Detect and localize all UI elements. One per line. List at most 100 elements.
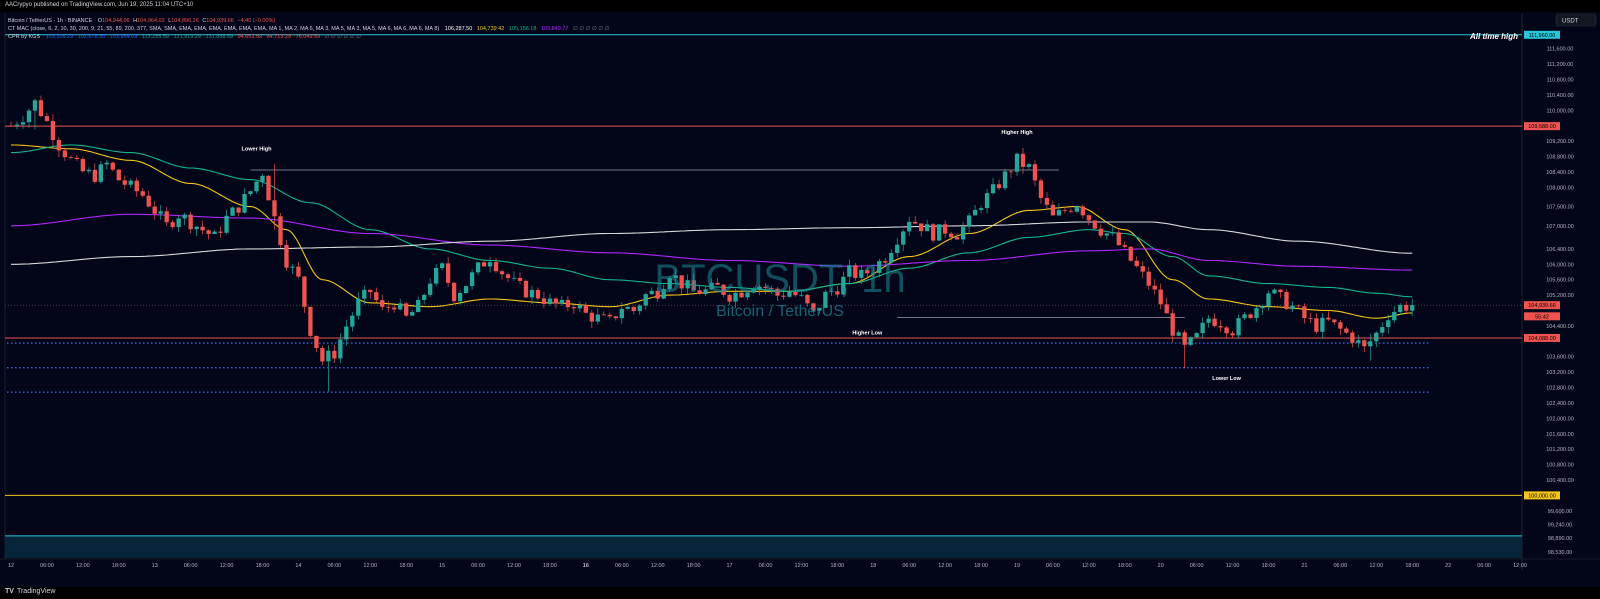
- candle-body[interactable]: [254, 181, 259, 192]
- candle-body[interactable]: [1032, 164, 1038, 181]
- candle-body[interactable]: [1080, 206, 1086, 216]
- candle-body[interactable]: [907, 221, 912, 232]
- candle-body[interactable]: [134, 180, 139, 192]
- candle[interactable]: [86, 167, 92, 174]
- candle[interactable]: [493, 258, 499, 274]
- candle[interactable]: [667, 275, 672, 292]
- candle[interactable]: [889, 249, 894, 265]
- candle-body[interactable]: [1356, 340, 1361, 343]
- candle[interactable]: [164, 206, 169, 227]
- candle[interactable]: [757, 284, 762, 295]
- candle[interactable]: [709, 278, 714, 291]
- candle-body[interactable]: [775, 288, 780, 296]
- candle-body[interactable]: [457, 293, 463, 302]
- candle-body[interactable]: [110, 162, 115, 170]
- candle[interactable]: [236, 207, 241, 217]
- candle-body[interactable]: [290, 266, 295, 268]
- candle-body[interactable]: [140, 191, 145, 196]
- price-label[interactable]: 104,939.66: [1524, 301, 1560, 310]
- candle[interactable]: [637, 303, 642, 315]
- candle[interactable]: [56, 136, 62, 158]
- candle[interactable]: [1362, 339, 1367, 353]
- candle[interactable]: [44, 112, 50, 123]
- candle[interactable]: [422, 293, 427, 305]
- candle[interactable]: [595, 308, 600, 325]
- candle[interactable]: [1026, 162, 1032, 170]
- candle-body[interactable]: [475, 262, 481, 273]
- candle[interactable]: [1218, 320, 1223, 333]
- candle-body[interactable]: [960, 226, 966, 240]
- candle-body[interactable]: [631, 306, 636, 312]
- candle-body[interactable]: [332, 350, 337, 359]
- candle-body[interactable]: [38, 100, 44, 117]
- candle[interactable]: [308, 306, 313, 338]
- candle[interactable]: [966, 213, 972, 233]
- candle[interactable]: [787, 285, 792, 298]
- candle[interactable]: [1098, 224, 1103, 238]
- candle[interactable]: [925, 219, 930, 232]
- candle[interactable]: [469, 269, 475, 290]
- candle-body[interactable]: [721, 284, 726, 296]
- candle-body[interactable]: [595, 314, 600, 322]
- candle-body[interactable]: [284, 245, 289, 268]
- candle-body[interactable]: [1254, 308, 1259, 318]
- candle[interactable]: [152, 201, 157, 220]
- price-label[interactable]: 100,000.00: [1524, 491, 1560, 500]
- candle[interactable]: [1128, 246, 1133, 262]
- candle[interactable]: [553, 297, 559, 309]
- candle[interactable]: [122, 175, 127, 190]
- candle-body[interactable]: [398, 303, 403, 310]
- candle-body[interactable]: [326, 350, 331, 362]
- candle-body[interactable]: [463, 286, 469, 294]
- candle-body[interactable]: [1410, 305, 1415, 311]
- candle-body[interactable]: [380, 300, 385, 307]
- candle[interactable]: [1272, 288, 1277, 295]
- candle-body[interactable]: [1068, 210, 1074, 212]
- candle[interactable]: [1320, 313, 1325, 339]
- candle-body[interactable]: [667, 278, 672, 289]
- candle-body[interactable]: [416, 299, 421, 313]
- candle[interactable]: [1188, 336, 1193, 347]
- candle[interactable]: [913, 216, 918, 225]
- candle[interactable]: [374, 287, 379, 303]
- candle[interactable]: [206, 229, 211, 240]
- candle[interactable]: [487, 257, 493, 273]
- candle[interactable]: [847, 259, 852, 284]
- candle[interactable]: [649, 287, 654, 295]
- candle[interactable]: [194, 226, 199, 237]
- candle[interactable]: [1032, 160, 1038, 187]
- candle[interactable]: [679, 275, 684, 295]
- candle-body[interactable]: [32, 100, 38, 111]
- candle-body[interactable]: [1404, 304, 1409, 311]
- candle[interactable]: [1122, 241, 1127, 249]
- candle[interactable]: [398, 298, 403, 311]
- candle-body[interactable]: [278, 216, 283, 246]
- candle-body[interactable]: [1320, 317, 1325, 332]
- candle[interactable]: [745, 291, 750, 300]
- candle[interactable]: [80, 156, 86, 173]
- candle[interactable]: [871, 267, 876, 278]
- candle[interactable]: [451, 281, 457, 305]
- candle-body[interactable]: [1392, 311, 1397, 321]
- candle[interactable]: [1314, 313, 1319, 334]
- candle[interactable]: [1302, 303, 1307, 324]
- candle[interactable]: [721, 283, 726, 298]
- candle[interactable]: [901, 229, 906, 252]
- candle[interactable]: [739, 290, 744, 298]
- candle-body[interactable]: [194, 226, 199, 230]
- candle[interactable]: [1344, 326, 1349, 334]
- candle-body[interactable]: [547, 298, 553, 304]
- candle[interactable]: [1158, 283, 1163, 310]
- candle[interactable]: [577, 301, 583, 312]
- tradingview-logo[interactable]: TV TradingView: [5, 588, 55, 595]
- candle-body[interactable]: [511, 277, 517, 279]
- price-label[interactable]: 111,960.00: [1524, 30, 1560, 39]
- candle[interactable]: [571, 304, 577, 315]
- candle[interactable]: [625, 303, 630, 310]
- candle[interactable]: [1350, 330, 1355, 348]
- candle-body[interactable]: [847, 265, 852, 277]
- candle-body[interactable]: [146, 195, 151, 207]
- candle[interactable]: [1086, 214, 1092, 226]
- candle-body[interactable]: [206, 230, 211, 234]
- candle[interactable]: [919, 223, 924, 237]
